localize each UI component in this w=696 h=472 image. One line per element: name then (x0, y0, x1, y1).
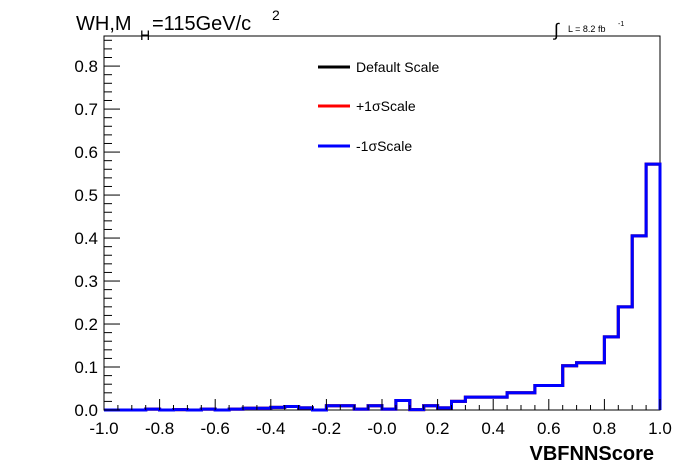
x-tick-label: 0.4 (481, 419, 505, 438)
y-tick-label: 0.3 (74, 272, 98, 291)
chart-title-main: WH,M (76, 13, 132, 35)
chart-title-subscript: H (140, 27, 150, 43)
y-tick-label: 0.7 (74, 100, 98, 119)
x-tick-label: -0.8 (145, 419, 174, 438)
legend-label-minus1sigma: -1σScale (356, 138, 412, 154)
lumi-integral-symbol: ∫ (552, 20, 560, 40)
x-tick-label: -0.6 (201, 419, 230, 438)
x-tick-label: 0.8 (593, 419, 617, 438)
y-tick-label: 0.4 (74, 229, 98, 248)
y-tick-label: 0.6 (74, 143, 98, 162)
y-tick-label: 0.1 (74, 358, 98, 377)
legend: Default Scale +1σScale -1σScale (318, 59, 439, 154)
x-tick-label: -0.0 (367, 419, 396, 438)
x-tick-label: 0.2 (426, 419, 450, 438)
x-tick-label: -0.4 (256, 419, 285, 438)
lumi-label: L = 8.2 fb (568, 24, 605, 34)
chart-title-rest: =115GeV/c (152, 13, 251, 35)
lumi-superscript: -1 (618, 21, 624, 28)
x-tick-label: 1.0 (648, 419, 672, 438)
y-tick-label: 0.8 (74, 57, 98, 76)
x-tick-label: -0.2 (312, 419, 341, 438)
x-axis-title: VBFNNScore (530, 443, 654, 465)
legend-label-default: Default Scale (356, 59, 439, 75)
axis-layer: -1.0 -0.8 -0.6 -0.4 -0.2 -0.0 0.2 0.4 0.6 0.8 1.0 0… (74, 39, 672, 438)
x-tick-label: -1.0 (89, 419, 118, 438)
y-tick-label: 0.5 (74, 186, 98, 205)
legend-label-plus1sigma: +1σScale (356, 98, 416, 114)
chart-title-superscript: 2 (272, 7, 280, 23)
y-tick-label: 0.2 (74, 315, 98, 334)
x-tick-label: 0.6 (537, 419, 561, 438)
y-tick-label: 0.0 (74, 401, 98, 420)
